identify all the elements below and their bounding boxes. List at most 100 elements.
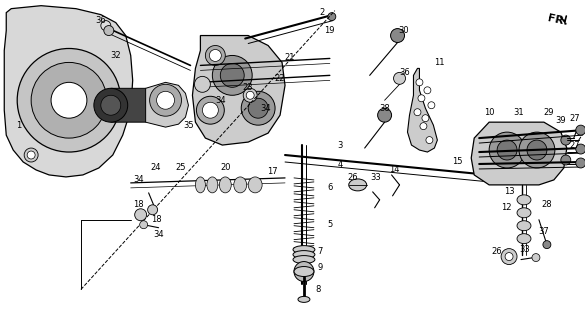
Circle shape xyxy=(135,209,146,221)
Circle shape xyxy=(420,123,427,130)
Ellipse shape xyxy=(294,267,314,276)
Text: 19: 19 xyxy=(325,26,335,35)
Text: 8: 8 xyxy=(315,285,321,294)
Circle shape xyxy=(248,98,268,118)
Ellipse shape xyxy=(517,208,531,218)
Text: 37: 37 xyxy=(539,227,549,236)
Text: 1: 1 xyxy=(16,121,22,130)
Ellipse shape xyxy=(293,251,315,259)
Circle shape xyxy=(31,62,107,138)
Circle shape xyxy=(24,148,38,162)
Circle shape xyxy=(209,50,222,61)
Text: 35: 35 xyxy=(183,121,194,130)
Text: 34: 34 xyxy=(260,104,270,113)
Text: 29: 29 xyxy=(544,108,554,117)
Circle shape xyxy=(241,91,275,125)
Text: 25: 25 xyxy=(175,164,186,172)
Ellipse shape xyxy=(517,221,531,231)
Text: 30: 30 xyxy=(398,26,409,35)
Text: 21: 21 xyxy=(285,53,295,62)
Ellipse shape xyxy=(219,177,231,193)
Text: 24: 24 xyxy=(151,164,161,172)
Circle shape xyxy=(414,109,421,116)
Text: 5: 5 xyxy=(327,220,332,229)
Circle shape xyxy=(101,20,111,31)
Text: 27: 27 xyxy=(570,140,580,149)
Circle shape xyxy=(561,135,571,145)
Circle shape xyxy=(505,252,513,260)
Circle shape xyxy=(561,155,571,165)
Ellipse shape xyxy=(234,177,247,193)
Circle shape xyxy=(94,88,128,122)
Text: 28: 28 xyxy=(541,200,552,209)
Text: 34: 34 xyxy=(134,175,144,184)
Circle shape xyxy=(422,115,429,122)
Circle shape xyxy=(294,261,314,282)
Text: 18: 18 xyxy=(134,200,144,209)
Text: 9: 9 xyxy=(317,263,322,272)
Ellipse shape xyxy=(349,179,367,191)
Circle shape xyxy=(394,72,406,84)
Circle shape xyxy=(428,102,435,109)
Circle shape xyxy=(196,96,224,124)
Text: 22: 22 xyxy=(275,74,285,83)
Text: 20: 20 xyxy=(220,164,230,172)
Circle shape xyxy=(101,95,121,115)
Ellipse shape xyxy=(195,177,205,193)
Text: 33: 33 xyxy=(370,173,381,182)
Text: 4: 4 xyxy=(337,160,342,170)
Text: 17: 17 xyxy=(267,167,277,176)
Circle shape xyxy=(51,82,87,118)
Circle shape xyxy=(527,140,547,160)
Ellipse shape xyxy=(517,195,531,205)
Circle shape xyxy=(426,137,433,144)
Polygon shape xyxy=(111,88,156,122)
Text: 33: 33 xyxy=(520,245,530,254)
Text: 2: 2 xyxy=(319,8,325,17)
Polygon shape xyxy=(192,36,285,145)
Circle shape xyxy=(246,91,254,99)
Text: 14: 14 xyxy=(389,165,400,174)
Circle shape xyxy=(497,140,517,160)
Text: 31: 31 xyxy=(514,108,524,117)
Text: 18: 18 xyxy=(151,215,162,224)
Circle shape xyxy=(532,253,540,261)
Circle shape xyxy=(195,76,210,92)
Ellipse shape xyxy=(517,234,531,244)
Text: 36: 36 xyxy=(399,68,410,77)
Ellipse shape xyxy=(293,256,315,264)
Ellipse shape xyxy=(298,296,310,302)
Polygon shape xyxy=(146,82,189,127)
Text: 7: 7 xyxy=(317,247,322,256)
Circle shape xyxy=(418,95,425,102)
Circle shape xyxy=(501,249,517,265)
Circle shape xyxy=(17,49,121,152)
Text: 11: 11 xyxy=(434,58,445,67)
Text: 38: 38 xyxy=(379,104,390,113)
Text: FR.: FR. xyxy=(547,13,569,28)
Text: 36: 36 xyxy=(96,16,106,25)
Circle shape xyxy=(416,79,423,86)
Circle shape xyxy=(519,132,555,168)
Circle shape xyxy=(139,221,148,229)
Text: 26: 26 xyxy=(347,173,358,182)
Text: 10: 10 xyxy=(484,108,495,117)
Text: 3: 3 xyxy=(337,140,342,149)
Text: 32: 32 xyxy=(110,51,121,60)
Circle shape xyxy=(148,205,158,215)
Text: 15: 15 xyxy=(452,157,462,166)
Circle shape xyxy=(27,151,35,159)
Circle shape xyxy=(576,125,586,135)
Text: 34: 34 xyxy=(215,96,226,105)
Text: 23: 23 xyxy=(243,83,254,92)
Text: 27: 27 xyxy=(570,114,580,123)
Circle shape xyxy=(205,45,225,65)
Text: 13: 13 xyxy=(504,188,515,196)
Circle shape xyxy=(202,102,219,118)
Circle shape xyxy=(576,158,586,168)
Polygon shape xyxy=(407,68,437,152)
Circle shape xyxy=(149,84,182,116)
Circle shape xyxy=(377,108,391,122)
Ellipse shape xyxy=(248,177,262,193)
Circle shape xyxy=(220,63,244,87)
